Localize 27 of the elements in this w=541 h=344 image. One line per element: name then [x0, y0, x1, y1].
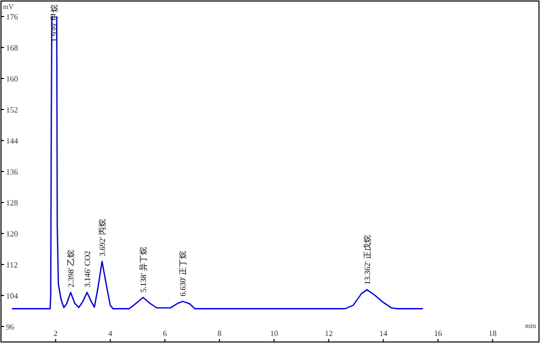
y-tick-label: 144: [6, 136, 18, 146]
annotation: 5.138' 异丁烷: [139, 246, 148, 292]
y-tick-label: 160: [6, 74, 18, 84]
y-tick-label: 136: [6, 167, 18, 176]
y-tick-label: 96: [6, 322, 14, 332]
y-tick-label: 152: [6, 105, 18, 114]
x-tick-label: 12: [324, 329, 333, 338]
x-tick-label: 14: [379, 329, 388, 338]
x-tick-label: 18: [488, 329, 497, 338]
y-tick-label: 168: [6, 43, 18, 52]
x-tick-label: 4: [108, 329, 112, 338]
x-tick-label: 16: [434, 329, 442, 338]
x-tick-label: 6: [162, 329, 167, 338]
annotation: 3.692' 丙烷: [98, 218, 108, 256]
x-tick-label: 2: [54, 329, 58, 338]
y-tick-label: 128: [6, 198, 18, 208]
annotation: 6.630' 正丁烷: [178, 250, 188, 296]
y-tick-label: 120: [6, 229, 18, 238]
y-tick-label: 112: [6, 260, 18, 270]
y-tick-label: 176: [6, 12, 18, 22]
x-tick-label: 8: [217, 329, 222, 338]
annotation: 1.939' 甲烷: [50, 4, 59, 42]
annotation: 13.362' 正戊烷: [362, 235, 372, 285]
annotation: 3.146' CO2: [83, 250, 92, 288]
x-tick-label: 10: [270, 329, 278, 338]
annotation: 2.398' 乙烷: [66, 250, 76, 288]
y-tick-label: 104: [6, 291, 18, 300]
